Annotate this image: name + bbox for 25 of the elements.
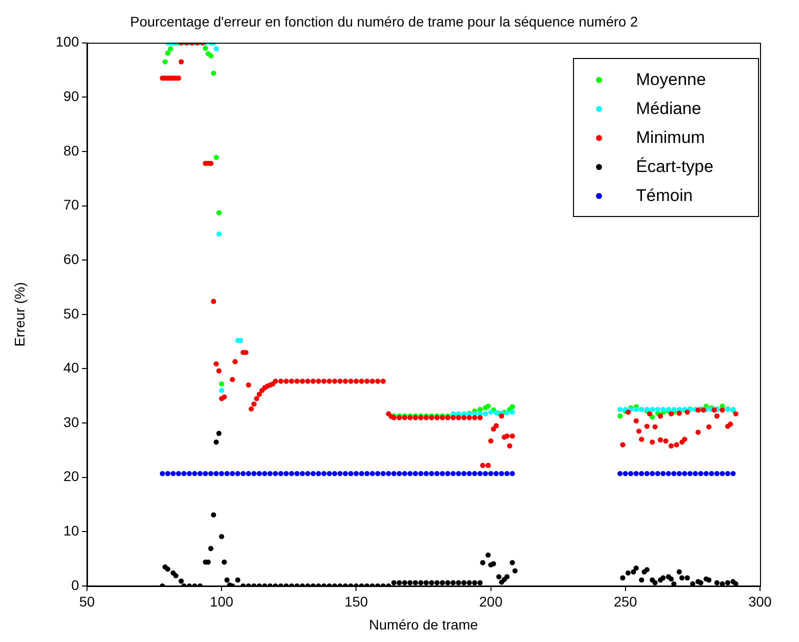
y-tick-label: 50	[63, 305, 80, 322]
y-tick-label: 40	[63, 360, 80, 376]
y-tick-label: 80	[63, 142, 80, 158]
y-tick-label: 90	[63, 88, 80, 104]
legend-label: Témoin	[636, 186, 693, 206]
legend-label: Écart-type	[636, 156, 714, 176]
x-tick-label: 200	[479, 593, 503, 610]
y-tick-label: 20	[63, 468, 80, 484]
x-tick-label: 300	[748, 593, 772, 610]
legend-label: Minimum	[636, 128, 705, 148]
x-axis-title: Numéro de trame	[369, 616, 478, 632]
legend-label: Médiane	[636, 98, 702, 118]
y-tick-label: 0	[71, 576, 80, 593]
x-tick-label: 100	[210, 593, 234, 610]
y-tick-label: 100	[56, 34, 80, 50]
legend-label: Moyenne	[636, 70, 706, 90]
y-tick-label: 60	[63, 250, 80, 267]
x-tick-label: 50	[79, 593, 95, 610]
y-tick-label: 10	[63, 522, 80, 539]
x-tick-label: 150	[344, 593, 368, 610]
chart-title: Pourcentage d'erreur en fonction du numéro de trame pour la séquence numéro 2	[130, 13, 638, 30]
y-tick-label: 30	[63, 414, 80, 430]
y-axis-title: Erreur (%)	[11, 282, 28, 347]
x-tick-label: 250	[614, 593, 638, 610]
y-tick-label: 70	[63, 196, 80, 213]
